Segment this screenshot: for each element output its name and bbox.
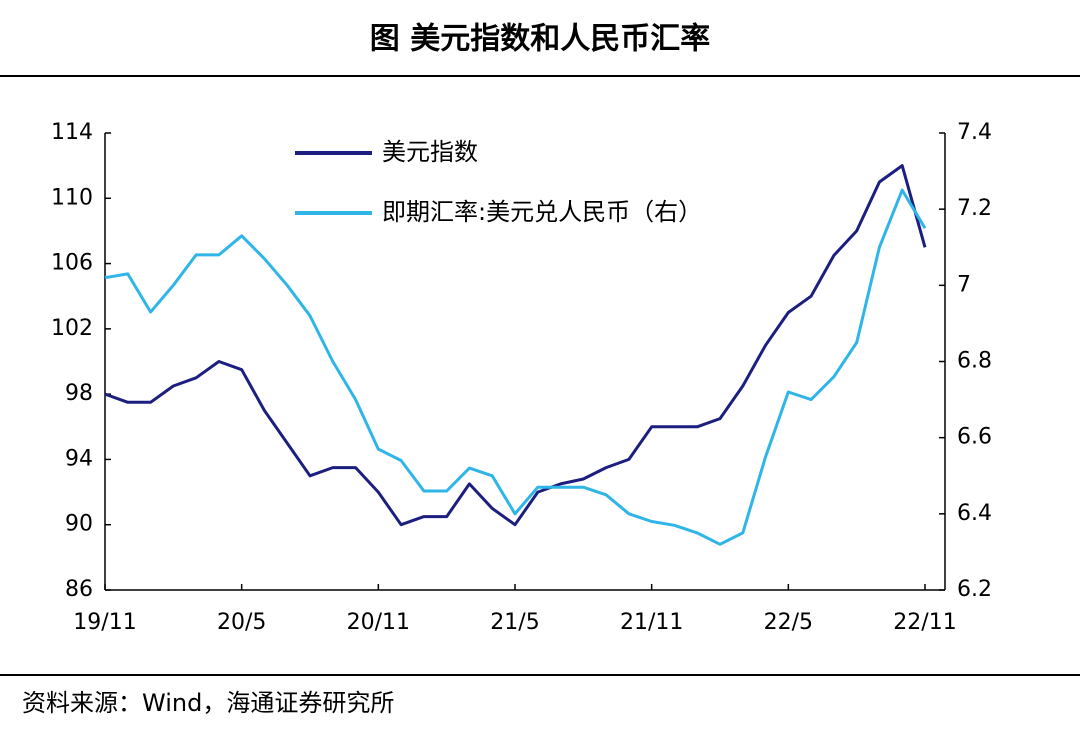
legend-label: 美元指数 — [382, 138, 478, 166]
y-tick-label: 106 — [51, 251, 93, 276]
y-tick-label: 114 — [51, 120, 93, 145]
series-line — [104, 164, 927, 527]
y2-tick-label: 6.2 — [957, 577, 992, 602]
y2-tick-label: 6.8 — [957, 349, 992, 374]
x-tick-label: 20/5 — [217, 610, 266, 635]
y2-tick-label: 7.2 — [957, 196, 992, 221]
x-tick-label: 20/11 — [347, 610, 410, 635]
y2-tick-label: 6.4 — [957, 501, 992, 526]
y-tick-label: 86 — [65, 577, 93, 602]
source: 资料来源：Wind，海通证券研究所 — [22, 689, 394, 717]
y-tick-label: 94 — [65, 446, 93, 471]
y-tick-label: 110 — [51, 185, 93, 210]
series-line — [104, 188, 927, 546]
y2-tick-label: 7 — [957, 272, 971, 297]
x-tick-label: 22/5 — [764, 610, 813, 635]
x-tick-label: 21/5 — [490, 610, 539, 635]
y-tick-label: 98 — [65, 381, 93, 406]
y2-tick-label: 7.4 — [957, 120, 992, 145]
x-tick-label: 21/11 — [620, 610, 683, 635]
y-tick-label: 102 — [51, 316, 93, 341]
legend-label: 即期汇率:美元兑人民币（右） — [382, 198, 702, 226]
x-tick-label: 22/11 — [893, 610, 956, 635]
y-tick-label: 90 — [65, 512, 93, 537]
chart-title: 图 美元指数和人民币汇率 — [370, 22, 710, 57]
y2-tick-label: 6.6 — [957, 425, 992, 450]
x-tick-label: 19/11 — [73, 610, 136, 635]
